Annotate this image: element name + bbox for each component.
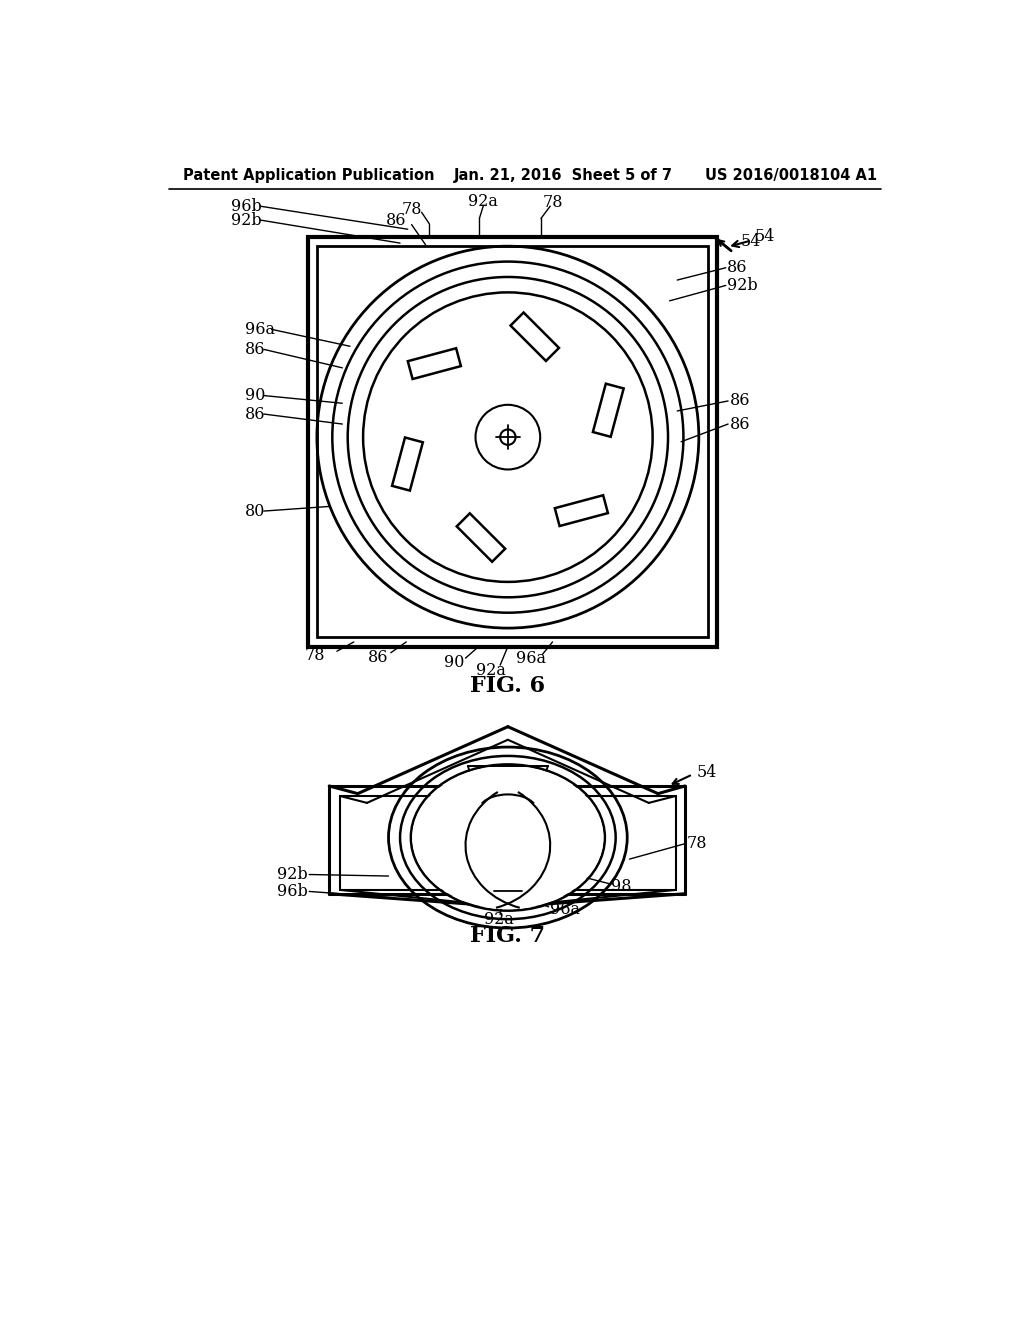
Text: 92a: 92a — [468, 193, 498, 210]
Text: 92b: 92b — [230, 211, 261, 228]
Text: 98: 98 — [611, 878, 632, 895]
Polygon shape — [555, 495, 608, 527]
Text: 92a: 92a — [483, 911, 514, 928]
Polygon shape — [408, 348, 461, 379]
Text: 78: 78 — [305, 647, 326, 664]
Polygon shape — [511, 313, 559, 360]
Text: 86: 86 — [730, 416, 751, 433]
Text: 54: 54 — [732, 228, 774, 247]
Text: 78: 78 — [543, 194, 563, 211]
Text: 92b: 92b — [727, 277, 758, 294]
Polygon shape — [392, 437, 423, 491]
Text: 96a: 96a — [550, 900, 581, 917]
Polygon shape — [457, 513, 505, 562]
Text: FIG. 7: FIG. 7 — [470, 925, 546, 948]
Text: 90: 90 — [245, 387, 265, 404]
Polygon shape — [593, 384, 624, 437]
Text: 54: 54 — [696, 764, 717, 781]
Text: 90: 90 — [443, 655, 464, 672]
Text: 78: 78 — [401, 201, 422, 218]
Text: 92a: 92a — [476, 661, 506, 678]
Text: 96b: 96b — [276, 883, 307, 900]
Text: 96a: 96a — [516, 651, 546, 668]
Text: 86: 86 — [727, 259, 748, 276]
Text: 86: 86 — [386, 211, 407, 228]
Text: Patent Application Publication: Patent Application Publication — [183, 168, 434, 183]
Ellipse shape — [413, 766, 603, 909]
Text: 78: 78 — [686, 836, 707, 853]
Text: 86: 86 — [245, 405, 265, 422]
Text: US 2016/0018104 A1: US 2016/0018104 A1 — [706, 168, 878, 183]
Text: 86: 86 — [369, 649, 389, 665]
Text: Jan. 21, 2016  Sheet 5 of 7: Jan. 21, 2016 Sheet 5 of 7 — [454, 168, 673, 183]
Text: 86: 86 — [730, 392, 751, 409]
Text: FIG. 6: FIG. 6 — [470, 675, 546, 697]
Text: 54: 54 — [740, 234, 761, 249]
Text: 80: 80 — [245, 503, 265, 520]
Text: 96b: 96b — [230, 198, 261, 215]
Text: 86: 86 — [245, 341, 265, 358]
Text: 96a: 96a — [245, 321, 274, 338]
Text: 92b: 92b — [278, 866, 307, 883]
